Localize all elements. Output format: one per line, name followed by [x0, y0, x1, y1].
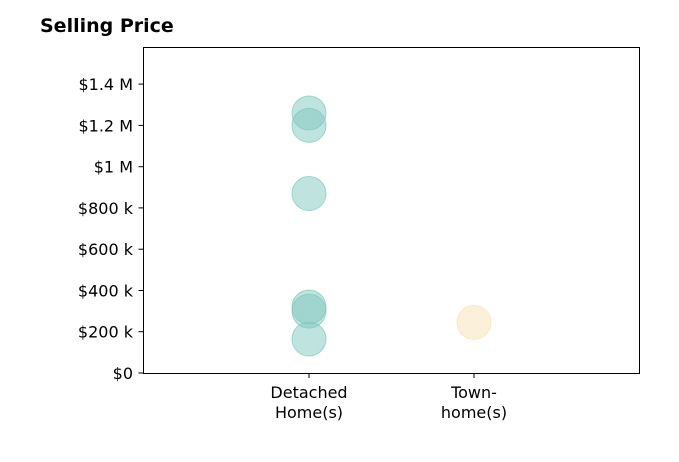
data-point: [456, 304, 492, 340]
plot-frame: [143, 47, 640, 374]
y-axis: $0 $200 k $400 k $600 k $800 k $1 M $1.2 M $1.4…: [78, 75, 144, 383]
x-tick-label: Town-: [450, 383, 497, 402]
x-tick-label: Home(s): [275, 403, 343, 422]
y-tick-label: $800 k: [78, 199, 134, 218]
data-point: [291, 107, 327, 143]
y-tick-label: $400 k: [78, 282, 134, 301]
chart-title: Selling Price: [40, 15, 174, 37]
y-tick-label: $0: [113, 364, 133, 383]
x-tick-label: Detached: [270, 383, 347, 402]
x-tick-label: home(s): [441, 403, 507, 422]
y-tick-label: $1 M: [94, 158, 133, 177]
y-tick-label: $200 k: [78, 323, 134, 342]
data-point: [291, 321, 327, 357]
y-tick-label: $1.4 M: [78, 75, 133, 94]
y-tick-label: $1.2 M: [78, 116, 133, 135]
points-layer: [291, 95, 492, 357]
y-tick-label: $600 k: [78, 240, 134, 259]
data-point: [291, 176, 327, 211]
